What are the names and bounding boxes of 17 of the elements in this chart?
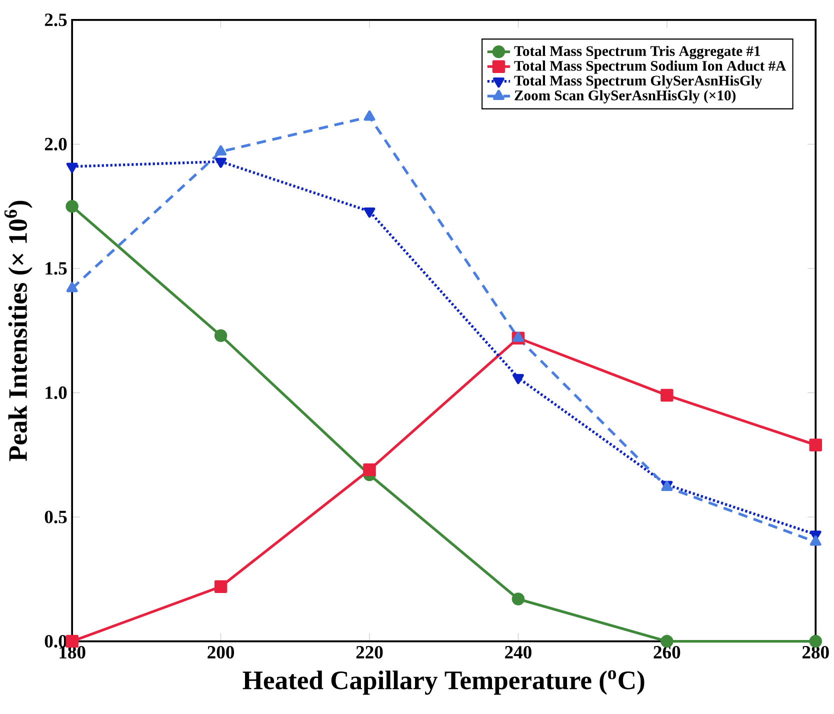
- y-tick-label: 2.5: [44, 14, 67, 26]
- x-tick-label: 200: [208, 646, 234, 659]
- y-axis-title: Peak Intensities (× 10$^{6}$): [4, 200, 32, 462]
- y-tick-label: 1.0: [46, 386, 67, 400]
- y-tick-label: 0.5: [44, 510, 67, 524]
- legend-label: Total Mass Spectrum Tris Aggregate #1: [514, 46, 760, 60]
- y-tick-label: 1.5: [46, 262, 67, 275]
- legend-label: Total Mass Spectrum GlySerAsnHisGly: [514, 75, 762, 89]
- y-tick-label: 0.0: [44, 634, 67, 648]
- y-tick-label: 2.0: [44, 138, 67, 151]
- x-axis-title: Heated Capillary Temperature ($^{o}$C): [242, 670, 644, 695]
- x-tick-label: 280: [802, 646, 829, 659]
- x-tick-label: 220: [356, 646, 383, 659]
- legend-label: Total Mass Spectrum Sodium Ion Aduct #A: [514, 60, 786, 74]
- legend-label: Zoom Scan GlySerAsnHisGly (×10): [514, 90, 736, 104]
- x-tick-label: 260: [654, 646, 680, 659]
- x-tick-label: 240: [505, 646, 532, 659]
